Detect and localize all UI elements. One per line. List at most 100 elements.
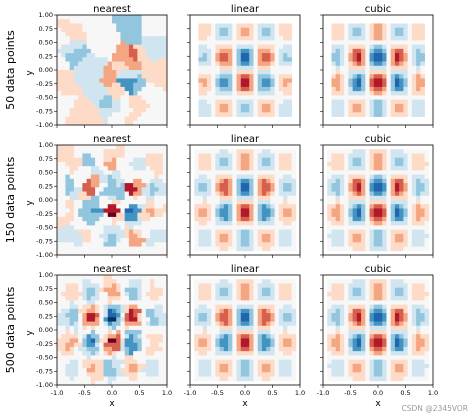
contour-cell xyxy=(344,195,349,201)
contour-cell xyxy=(394,161,400,167)
contour-cell xyxy=(124,376,130,382)
contour-cell xyxy=(211,359,216,365)
contour-cell xyxy=(57,161,62,167)
contour-cell xyxy=(287,166,292,171)
contour-cell xyxy=(253,376,259,382)
contour-cell xyxy=(103,157,109,163)
contour-cell xyxy=(194,191,199,197)
contour-cell xyxy=(65,82,71,88)
contour-cell xyxy=(133,57,138,62)
contour-cell xyxy=(137,233,143,239)
contour-cell xyxy=(65,363,71,369)
contour-cell xyxy=(158,27,164,33)
contour-cell xyxy=(223,157,229,163)
contour-cell xyxy=(331,65,337,71)
contour-cell xyxy=(124,229,130,235)
contour-cell xyxy=(211,36,216,41)
contour-cell xyxy=(206,53,212,58)
contour-cell xyxy=(137,95,143,101)
contour-cell xyxy=(249,157,254,163)
contour-cell xyxy=(228,208,233,214)
contour-cell xyxy=(202,308,208,314)
contour-cell xyxy=(162,351,167,356)
contour-cell xyxy=(411,161,417,167)
contour-cell xyxy=(107,86,113,92)
contour-cell xyxy=(270,208,276,214)
contour-cell xyxy=(278,283,284,289)
contour-cell xyxy=(356,48,362,54)
contour-cell xyxy=(73,23,79,29)
contour-cell xyxy=(407,70,413,75)
contour-cell xyxy=(150,216,155,222)
contour-cell xyxy=(261,178,267,184)
contour-cell xyxy=(399,191,404,197)
contour-cell xyxy=(344,95,349,101)
contour-cell xyxy=(57,368,62,373)
contour-cell xyxy=(99,296,104,301)
contour-cell xyxy=(69,86,75,92)
contour-cell xyxy=(103,44,109,50)
contour-cell xyxy=(154,317,159,322)
contour-cell xyxy=(278,291,284,297)
contour-cell xyxy=(228,166,233,171)
contour-cell xyxy=(249,178,254,184)
contour-cell xyxy=(278,334,284,339)
contour-cell xyxy=(73,19,79,24)
contour-cell xyxy=(390,283,396,289)
contour-cell xyxy=(86,70,92,75)
contour-cell xyxy=(82,212,88,218)
contour-cell xyxy=(120,53,126,58)
contour-cell xyxy=(82,296,88,301)
contour-cell xyxy=(120,91,126,96)
contour-cell xyxy=(158,149,164,154)
contour-cell xyxy=(202,161,208,167)
contour-cell xyxy=(274,31,280,37)
contour-cell xyxy=(407,238,413,243)
contour-cell xyxy=(378,183,383,188)
contour-cell xyxy=(78,372,83,377)
contour-cell xyxy=(403,108,409,113)
contour-cell xyxy=(128,330,134,335)
contour-cell xyxy=(287,195,292,201)
contour-cell xyxy=(361,149,366,154)
contour-cell xyxy=(211,317,216,322)
contour-cell xyxy=(215,166,221,171)
contour-cell xyxy=(86,363,92,369)
contour-cell xyxy=(261,229,267,235)
contour-cell xyxy=(287,279,292,284)
contour-cell xyxy=(154,342,159,348)
contour-cell xyxy=(261,334,267,339)
contour-cell xyxy=(120,145,126,150)
contour-cell xyxy=(124,161,130,167)
contour-cell xyxy=(223,372,229,377)
contour-cell xyxy=(335,82,341,88)
contour-cell xyxy=(348,157,354,163)
contour-cell xyxy=(382,204,387,209)
contour-cell xyxy=(344,283,349,289)
contour-cell xyxy=(219,183,225,188)
contour-cell xyxy=(65,291,71,297)
contour-cell xyxy=(240,187,246,192)
contour-cell xyxy=(90,246,96,252)
contour-cell xyxy=(356,208,362,214)
contour-cell xyxy=(202,376,208,382)
contour-cell xyxy=(291,359,297,365)
contour-cell xyxy=(206,57,212,62)
contour-cell xyxy=(86,275,92,280)
contour-cell xyxy=(266,31,271,37)
contour-cell xyxy=(162,338,167,344)
contour-cell xyxy=(399,161,404,167)
contour-cell xyxy=(61,275,66,280)
contour-cell xyxy=(344,178,349,184)
contour-cell xyxy=(95,153,100,159)
contour-cell xyxy=(287,287,292,293)
contour-cell xyxy=(198,112,204,117)
contour-cell xyxy=(128,208,134,214)
contour-cell xyxy=(283,95,288,101)
contour-cell xyxy=(344,166,349,171)
contour-cell xyxy=(382,61,387,67)
contour-cell xyxy=(386,229,392,235)
contour-cell xyxy=(69,279,75,284)
contour-cell xyxy=(78,300,83,306)
contour-cell xyxy=(291,233,297,239)
